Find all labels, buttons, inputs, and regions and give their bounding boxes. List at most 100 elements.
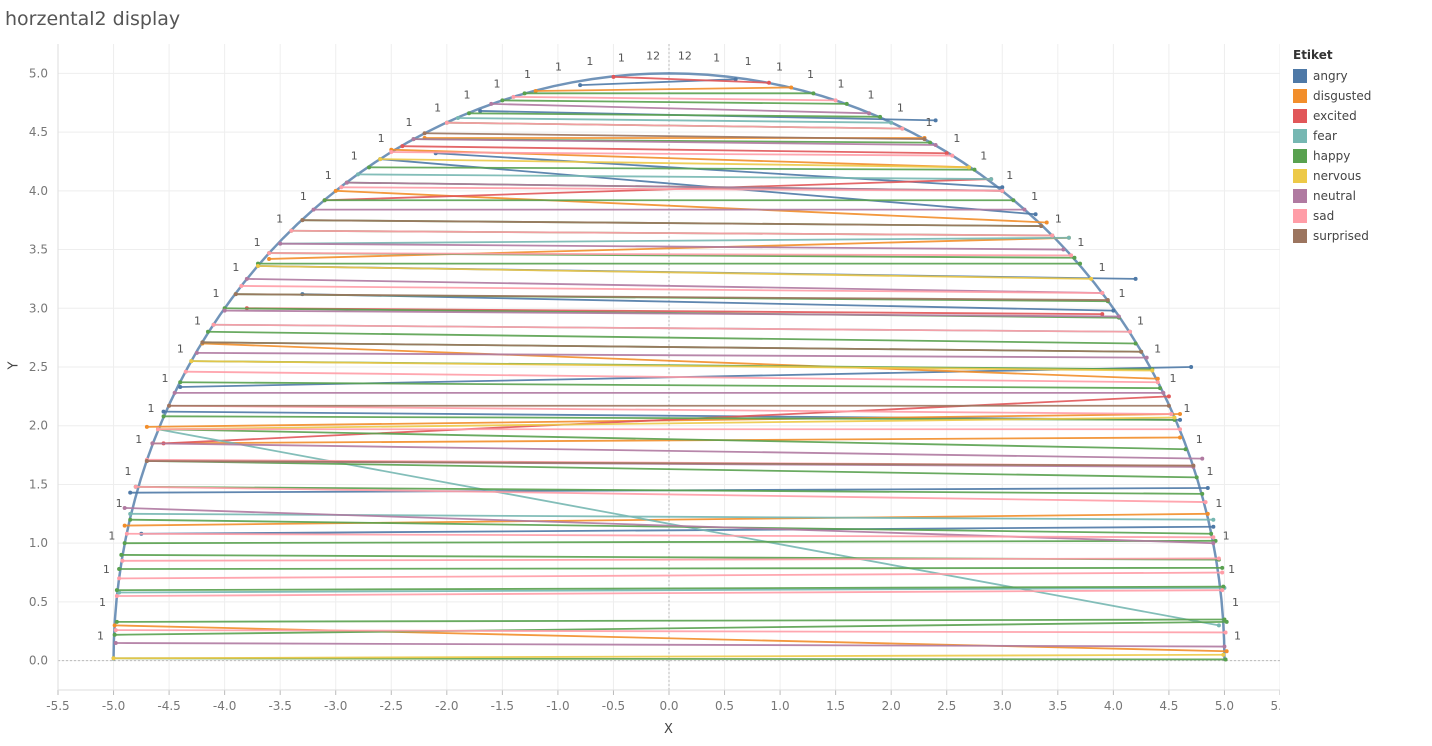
point-neutral xyxy=(311,207,316,212)
x-tick-label: -3.5 xyxy=(268,699,291,713)
point-label: 1 xyxy=(148,402,155,415)
point-sad xyxy=(183,369,188,374)
x-tick-label: -5.0 xyxy=(102,699,125,713)
point-sad xyxy=(1220,588,1225,593)
point-sad xyxy=(1000,188,1005,193)
point-happy xyxy=(928,140,933,145)
point-label: 1 xyxy=(1183,402,1190,415)
point-label: 1 xyxy=(254,236,261,249)
legend-swatch xyxy=(1293,69,1307,83)
series-line-happy xyxy=(180,381,1161,390)
y-tick-label: 1.0 xyxy=(29,536,48,550)
y-tick-label: 5.0 xyxy=(29,66,48,80)
point-angry xyxy=(1111,308,1116,313)
point-sad xyxy=(239,283,244,288)
legend-item-fear[interactable]: fear xyxy=(1293,126,1371,146)
point-label: 1 xyxy=(434,101,441,114)
x-tick-label: 2.0 xyxy=(882,699,901,713)
point-disgusted xyxy=(122,523,127,528)
point-neutral xyxy=(113,641,118,646)
point-disgusted xyxy=(1178,411,1183,416)
point-disgusted xyxy=(333,188,338,193)
chart-title: horzental2 display xyxy=(5,8,181,30)
legend-item-surprised[interactable]: surprised xyxy=(1293,226,1371,246)
point-label: 12 xyxy=(678,50,692,63)
point-sad xyxy=(155,427,160,432)
legend-swatch xyxy=(1293,209,1307,223)
point-sad xyxy=(1216,556,1221,561)
point-sad xyxy=(267,251,272,256)
legend-item-excited[interactable]: excited xyxy=(1293,106,1371,126)
series-line-angry xyxy=(141,525,1214,535)
point-disgusted xyxy=(789,85,794,90)
point-label: 1 xyxy=(464,88,471,101)
point-label: 1 xyxy=(837,77,844,90)
point-surprised xyxy=(1105,298,1110,303)
point-sad xyxy=(124,531,129,536)
point-angry xyxy=(1000,185,1005,190)
series-line-neutral xyxy=(196,352,1147,359)
point-happy xyxy=(1220,565,1225,570)
point-angry xyxy=(178,384,183,389)
point-label: 1 xyxy=(406,116,413,129)
series-line-happy xyxy=(114,620,1227,636)
series-line-nervous xyxy=(380,158,969,169)
point-happy xyxy=(972,167,977,172)
point-sad xyxy=(1178,427,1183,432)
point-label: 1 xyxy=(1006,169,1013,182)
legend-item-sad[interactable]: sad xyxy=(1293,206,1371,226)
point-sad xyxy=(511,94,516,99)
point-nervous xyxy=(1089,276,1094,281)
point-happy xyxy=(1072,255,1077,260)
series-line-nervous xyxy=(113,653,1224,660)
point-neutral xyxy=(150,441,155,446)
series-line-disgusted xyxy=(124,512,1208,527)
point-happy xyxy=(114,619,119,624)
point-surprised xyxy=(422,131,427,136)
series-line-neutral xyxy=(152,442,1203,460)
point-disgusted xyxy=(112,623,117,628)
point-excited xyxy=(766,80,771,85)
point-neutral xyxy=(1200,456,1205,461)
series-line-surprised xyxy=(302,219,1042,227)
series-line-sad xyxy=(119,571,1223,580)
point-angry xyxy=(578,83,583,88)
y-tick-label: 1.5 xyxy=(29,477,48,491)
point-label: 1 xyxy=(108,530,115,543)
legend: Etiket angry disgusted excited fear happy ner… xyxy=(1293,48,1371,246)
series-line-sad xyxy=(391,151,953,157)
legend-label: fear xyxy=(1313,129,1337,143)
point-sad xyxy=(1211,535,1216,540)
legend-item-nervous[interactable]: nervous xyxy=(1293,166,1371,186)
legend-item-disgusted[interactable]: disgusted xyxy=(1293,86,1371,106)
point-excited xyxy=(1166,394,1171,399)
legend-item-angry[interactable]: angry xyxy=(1293,66,1371,86)
point-neutral xyxy=(1222,644,1227,649)
legend-item-neutral[interactable]: neutral xyxy=(1293,186,1371,206)
point-disgusted xyxy=(1205,511,1210,516)
series-line-surprised xyxy=(235,293,1108,301)
point-sad xyxy=(120,558,125,563)
point-neutral xyxy=(1144,355,1149,360)
point-label: 1 xyxy=(1119,287,1126,300)
point-neutral xyxy=(411,137,416,142)
point-nervous xyxy=(189,359,194,364)
point-label: 1 xyxy=(212,287,219,300)
x-tick-label: 3.5 xyxy=(1048,699,1067,713)
point-nervous xyxy=(1221,652,1226,657)
x-tick-label: 5.5 xyxy=(1270,699,1280,713)
legend-item-happy[interactable]: happy xyxy=(1293,146,1371,166)
point-happy xyxy=(178,380,183,385)
series-line-sad xyxy=(341,186,1003,192)
legend-swatch xyxy=(1293,189,1307,203)
series-line-sad xyxy=(126,532,1214,539)
series-line-sad xyxy=(241,285,1103,294)
y-tick-label: 0.5 xyxy=(29,595,48,609)
point-sad xyxy=(1128,329,1133,334)
point-label: 1 xyxy=(1228,563,1235,576)
point-nervous xyxy=(1172,415,1177,420)
point-happy xyxy=(117,567,122,572)
point-neutral xyxy=(278,241,283,246)
series-line-fear xyxy=(119,586,1225,594)
y-tick-label: 3.5 xyxy=(29,243,48,257)
